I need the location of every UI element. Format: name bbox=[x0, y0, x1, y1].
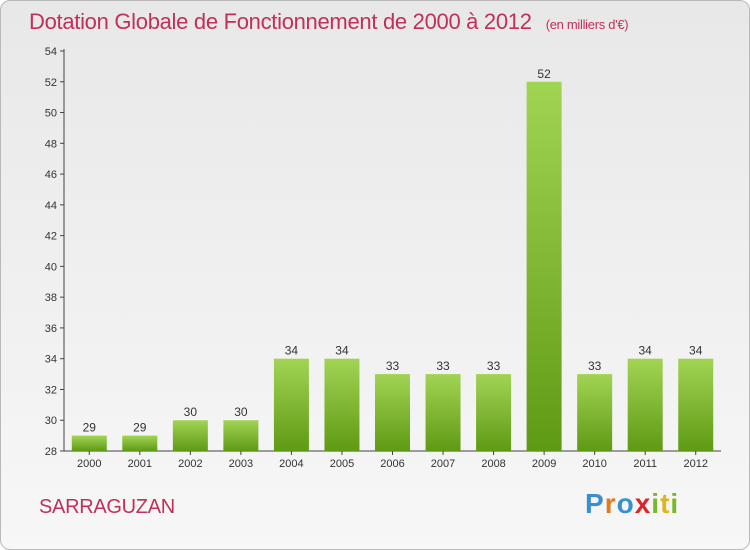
logo-letter: t bbox=[660, 488, 671, 519]
data-label: 30 bbox=[184, 405, 198, 419]
bar bbox=[375, 374, 410, 451]
data-label: 29 bbox=[83, 421, 97, 435]
bar bbox=[223, 420, 259, 451]
x-tick-label: 2001 bbox=[128, 458, 152, 470]
y-tick-label: 46 bbox=[45, 169, 57, 181]
data-label: 33 bbox=[436, 359, 450, 373]
bar bbox=[71, 435, 107, 451]
logo-letter: i bbox=[670, 488, 680, 519]
bar bbox=[526, 81, 562, 452]
x-tick-label: 2012 bbox=[683, 458, 707, 470]
x-tick-label: 2009 bbox=[532, 458, 556, 470]
data-label: 34 bbox=[689, 344, 703, 358]
x-tick-label: 2008 bbox=[481, 458, 505, 470]
x-tick-label: 2002 bbox=[178, 458, 202, 470]
x-tick-label: 2011 bbox=[633, 458, 657, 470]
x-tick-label: 2010 bbox=[582, 458, 606, 470]
chart-title-text: Dotation Globale de Fonctionnement de 20… bbox=[29, 9, 532, 34]
y-tick-label: 30 bbox=[45, 415, 57, 427]
x-tick-label: 2007 bbox=[431, 458, 455, 470]
data-label: 33 bbox=[386, 359, 400, 373]
x-tick-label: 2003 bbox=[229, 458, 253, 470]
bar bbox=[577, 374, 613, 451]
data-label: 33 bbox=[487, 359, 501, 373]
y-tick-label: 34 bbox=[45, 354, 57, 366]
bar bbox=[122, 435, 158, 451]
y-tick-label: 54 bbox=[45, 46, 57, 58]
y-tick-label: 40 bbox=[45, 261, 57, 273]
commune-name: SARRAGUZAN bbox=[39, 496, 175, 518]
y-tick-label: 52 bbox=[45, 77, 57, 89]
logo-letter: P bbox=[585, 488, 605, 519]
data-label: 34 bbox=[639, 344, 653, 358]
y-tick-label: 38 bbox=[45, 292, 57, 304]
x-tick-label: 2006 bbox=[380, 458, 404, 470]
data-label: 29 bbox=[133, 421, 147, 435]
proxiti-logo: Proxiti bbox=[585, 488, 679, 520]
bar bbox=[476, 374, 512, 451]
bar bbox=[678, 358, 714, 451]
y-tick-label: 32 bbox=[45, 384, 57, 396]
data-label: 52 bbox=[537, 67, 551, 81]
logo-letter: i bbox=[651, 488, 661, 519]
y-tick-label: 28 bbox=[45, 446, 57, 458]
logo-letter: r bbox=[604, 488, 617, 519]
y-tick-label: 50 bbox=[45, 108, 57, 120]
y-tick-label: 48 bbox=[45, 138, 57, 150]
bar bbox=[627, 358, 663, 451]
logo-letter: o bbox=[616, 488, 635, 519]
y-tick-label: 44 bbox=[45, 200, 57, 212]
bar bbox=[172, 420, 208, 451]
bar bbox=[425, 374, 461, 451]
x-tick-label: 2005 bbox=[330, 458, 354, 470]
x-tick-label: 2004 bbox=[279, 458, 303, 470]
y-tick-label: 42 bbox=[45, 231, 57, 243]
bar bbox=[273, 358, 309, 451]
data-label: 34 bbox=[285, 344, 299, 358]
chart-title: Dotation Globale de Fonctionnement de 20… bbox=[29, 9, 629, 35]
bar bbox=[324, 358, 360, 451]
logo-letter: x bbox=[634, 488, 652, 519]
chart-unit: (en milliers d'€) bbox=[545, 17, 629, 32]
x-tick-label: 2000 bbox=[77, 458, 101, 470]
data-label: 33 bbox=[588, 359, 602, 373]
data-label: 30 bbox=[234, 405, 248, 419]
data-label: 34 bbox=[335, 344, 349, 358]
y-tick-label: 36 bbox=[45, 323, 57, 335]
